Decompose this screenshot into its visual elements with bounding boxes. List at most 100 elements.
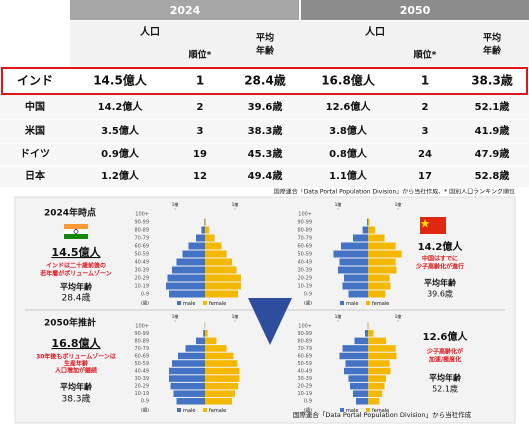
age-label: 70-79 bbox=[297, 236, 312, 242]
axis-unit: (歳) bbox=[304, 407, 312, 414]
pyramid-bar bbox=[348, 375, 368, 382]
age-label: 40-49 bbox=[297, 369, 312, 375]
age-label: 90-99 bbox=[134, 331, 149, 337]
age-label: 平均年齢 bbox=[60, 282, 93, 292]
age-label: 20-29 bbox=[297, 384, 312, 390]
pyramid-bar bbox=[368, 242, 396, 250]
pyramid-bar bbox=[205, 330, 208, 337]
pyramid-bar bbox=[342, 345, 368, 352]
legend-label: female bbox=[372, 301, 389, 307]
population: 14.5億人 bbox=[51, 245, 101, 259]
pyramid-bar bbox=[166, 282, 205, 290]
pyramid-bar bbox=[169, 375, 205, 382]
pyramid-bar bbox=[353, 390, 368, 397]
col-header: 人口 bbox=[140, 25, 160, 38]
pyramid-bar bbox=[333, 250, 368, 258]
pyramid-bar bbox=[205, 367, 240, 375]
pyramid-bar bbox=[196, 234, 205, 242]
pyramid-bar bbox=[169, 367, 205, 375]
cell: 12.6億人 bbox=[326, 100, 372, 113]
pyramid-bar bbox=[205, 226, 210, 234]
cell: 24 bbox=[418, 149, 432, 160]
pyramid-bar bbox=[368, 226, 376, 234]
pyramid-bar bbox=[354, 337, 368, 345]
age-label: 0-9 bbox=[141, 292, 149, 298]
cell: 47.9歳 bbox=[475, 147, 510, 160]
cell: 2 bbox=[422, 102, 429, 113]
pyramid-bar bbox=[353, 234, 368, 242]
x-tick-label: 1億 bbox=[172, 201, 179, 207]
age-label: 90-99 bbox=[297, 220, 312, 226]
age-label: 50-59 bbox=[297, 361, 312, 367]
comment: 少子高齢化が bbox=[426, 348, 463, 356]
pyramid-bar bbox=[368, 352, 397, 360]
pyramid-bar bbox=[368, 290, 386, 298]
year-header-bg bbox=[301, 0, 529, 20]
col-header: 年齢 bbox=[256, 45, 275, 57]
cell: 1 bbox=[196, 74, 204, 88]
legend-swatch bbox=[177, 301, 181, 305]
col-header: 順位* bbox=[413, 49, 437, 61]
pyramid-bar bbox=[205, 360, 238, 367]
pyramid-bar bbox=[205, 282, 241, 290]
cell: 3.8億人 bbox=[329, 124, 368, 137]
age-label: 40-49 bbox=[134, 369, 149, 375]
comment: インドは二十歳前後の bbox=[46, 262, 106, 270]
pyramid-bar bbox=[368, 322, 369, 330]
age-label: 40-49 bbox=[134, 260, 149, 266]
row-label: 米国 bbox=[25, 124, 45, 137]
pyramid-bar bbox=[348, 290, 368, 298]
age-label: 70-79 bbox=[134, 236, 149, 242]
age-label: 30-39 bbox=[297, 268, 312, 274]
age-label: 10-19 bbox=[297, 391, 312, 397]
pyramid-bar bbox=[205, 218, 206, 226]
pyramid-bar bbox=[368, 330, 374, 337]
age-label: 30-39 bbox=[134, 268, 149, 274]
age-label: 30-39 bbox=[297, 376, 312, 382]
age-label: 100+ bbox=[135, 323, 149, 329]
pyramid-bar bbox=[367, 218, 368, 226]
age-label: 60-69 bbox=[134, 353, 149, 359]
comment: 生産年齢 bbox=[64, 360, 89, 368]
age-label: 50-59 bbox=[134, 361, 149, 367]
age-label: 90-99 bbox=[134, 220, 149, 226]
cell: 38.3歳 bbox=[471, 73, 513, 88]
age-label: 平均年齢 bbox=[424, 278, 457, 288]
cell: 39.6歳 bbox=[248, 100, 283, 113]
pyramid-bar bbox=[205, 337, 217, 345]
x-tick-label: 1億 bbox=[172, 313, 179, 319]
pyramid-bar bbox=[196, 337, 205, 345]
x-tick-label: 1億 bbox=[395, 313, 402, 319]
pyramid-bar bbox=[368, 375, 386, 382]
pyramid-bar bbox=[169, 290, 205, 298]
cell: 45.3歳 bbox=[248, 147, 283, 160]
x-tick-label: 1億 bbox=[232, 201, 239, 207]
pyramid-bar bbox=[368, 258, 396, 266]
legend-swatch bbox=[340, 408, 344, 412]
col-header: 平均 bbox=[483, 32, 501, 44]
period-label: 2050年推計 bbox=[44, 317, 96, 329]
pyramid-bar bbox=[350, 382, 368, 390]
age-value: 38.3歳 bbox=[61, 393, 90, 405]
pyramid-bar bbox=[365, 330, 368, 337]
cell: 2 bbox=[197, 102, 204, 113]
pyramid-bar bbox=[205, 390, 235, 397]
legend-swatch bbox=[366, 301, 370, 305]
comment: 人口増加が継続 bbox=[55, 367, 97, 375]
pyramid-bar bbox=[341, 242, 368, 250]
legend-swatch bbox=[340, 301, 344, 305]
age-label: 30-39 bbox=[134, 376, 149, 382]
pyramid-bar bbox=[203, 330, 205, 337]
china-flag bbox=[420, 217, 446, 234]
pyramid-bar bbox=[339, 352, 368, 360]
legend-swatch bbox=[203, 408, 207, 412]
pyramid-bar bbox=[205, 266, 237, 274]
pyramid-bar bbox=[368, 250, 402, 258]
cell: 28.4歳 bbox=[244, 73, 286, 88]
pyramid-bar bbox=[345, 360, 368, 367]
axis-unit: (歳) bbox=[141, 300, 149, 307]
legend-label: male bbox=[183, 408, 195, 414]
col-header: 平均 bbox=[256, 32, 274, 44]
pyramid-bar bbox=[182, 250, 205, 258]
